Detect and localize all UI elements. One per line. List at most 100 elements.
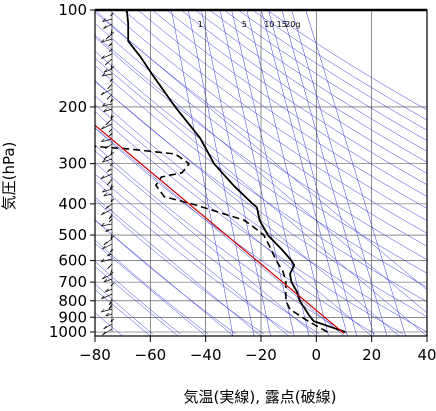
wind-barb [101,38,113,43]
mixing-ratio-line [246,10,329,336]
wind-barb [101,308,113,313]
wind-barb-feather [110,115,115,119]
wind-barb-feather [101,295,105,300]
wind-barb [110,113,113,119]
dry-adiabat-line [95,144,348,335]
wind-barb-feather [110,235,115,240]
temperature-profile-line [125,10,346,333]
x-tick-label: 40 [417,346,436,364]
reference-red-line [95,124,345,334]
wind-barb [101,293,113,300]
wind-barb-feather [105,121,110,126]
dry-adiabat-line [95,80,427,317]
wind-barb-feather [102,188,106,193]
wind-barb-feather [101,138,105,143]
dry-adiabat-line [109,10,427,234]
isotherm-line [95,266,179,336]
wind-barb-feather [104,61,109,66]
wind-barb [101,208,113,216]
wind-barb [103,108,113,113]
wind-barb-feather [105,36,110,40]
wind-barb [101,53,113,59]
mixing-ratio-line [231,10,310,336]
wind-barb [103,68,113,73]
wind-barb-feather [103,325,107,330]
y-tick-label: 300 [58,155,87,173]
dry-adiabat-line [95,10,427,247]
wind-barb-feather [101,211,105,216]
wind-barb-feather [108,132,113,137]
wind-barb-feather [107,168,111,173]
dry-adiabat-line [223,10,427,141]
wind-barb-feather [110,318,115,323]
wind-barb-feather [108,215,113,220]
dry-adiabat-line [95,239,209,335]
mixing-ratio-label: 15 [277,20,287,29]
x-tick-label: −60 [135,346,167,364]
wind-barb [110,28,113,36]
wind-barb-feather [102,245,106,250]
wind-barb [109,268,113,276]
wind-barb-feather [101,55,105,59]
mixing-ratio-label: 1 [198,20,203,29]
wind-barb-feather [102,18,106,22]
dry-adiabat-line [166,10,427,186]
wind-barb [101,123,113,130]
dry-adiabat-line [95,36,427,274]
profile-series [95,10,346,334]
dry-adiabat-line [152,10,427,197]
dry-adiabat-line [238,10,427,131]
wind-barb [105,288,113,293]
wind-barb [110,233,113,239]
isotherm-line [95,58,427,336]
wind-barb-feather [103,192,107,197]
mixing-ratio-line [291,10,388,336]
wind-barb [110,148,113,156]
dry-adiabat-line [195,10,427,163]
dry-adiabat-line [180,10,427,174]
isotherm-line [95,220,234,336]
wind-barb-feather [108,42,112,47]
wind-barb-feather [103,25,107,29]
wind-barb-feather [105,228,109,233]
wind-barb [103,23,113,29]
wind-barb-feather [101,222,105,227]
wind-barb [102,103,113,107]
y-tick-label: 700 [58,273,87,291]
pressure-temperature-grid [95,10,427,336]
mixing-ratio-label: 20g [285,20,300,29]
wind-barb [102,328,113,336]
y-axis-label: 気圧(hPa) [0,142,18,211]
wind-barb-feather [109,78,114,82]
wind-barb-feather [101,158,106,163]
wind-barb-feather [105,205,109,210]
wind-barb [102,73,113,77]
wind-barb-feather [110,185,114,190]
dry-adiabat-line [95,65,427,303]
wind-barb [102,243,113,250]
isotherm-line [95,196,262,336]
wind-barb-feather [101,125,105,130]
wind-barb-feather [107,181,111,186]
wind-barb-feather [110,99,114,103]
dry-adiabat-line [95,219,237,335]
wind-barb-feather [107,252,111,257]
x-axis-label: 気温(実線), 露点(破線) [184,388,337,406]
y-tick-label: 1000 [49,323,87,341]
dry-adiabat-line [95,180,292,335]
wind-barb-feather [105,288,109,293]
wind-barb-feather [103,241,108,246]
wind-barb-feather [106,96,111,100]
x-tick-label: −40 [190,346,222,364]
wind-barb-feather [107,85,111,89]
wind-barb-feather [101,308,105,313]
wind-barb [102,273,113,280]
dry-adiabat-line [95,50,427,288]
dry-adiabat-line [123,10,427,222]
dry-adiabat-line [209,10,427,152]
wind-barb-feather [107,265,111,270]
y-tick-label: 100 [58,1,87,19]
x-tick-labels: −80 −60 −40 −20 0 20 40 [79,346,436,364]
wind-barb [100,88,113,96]
